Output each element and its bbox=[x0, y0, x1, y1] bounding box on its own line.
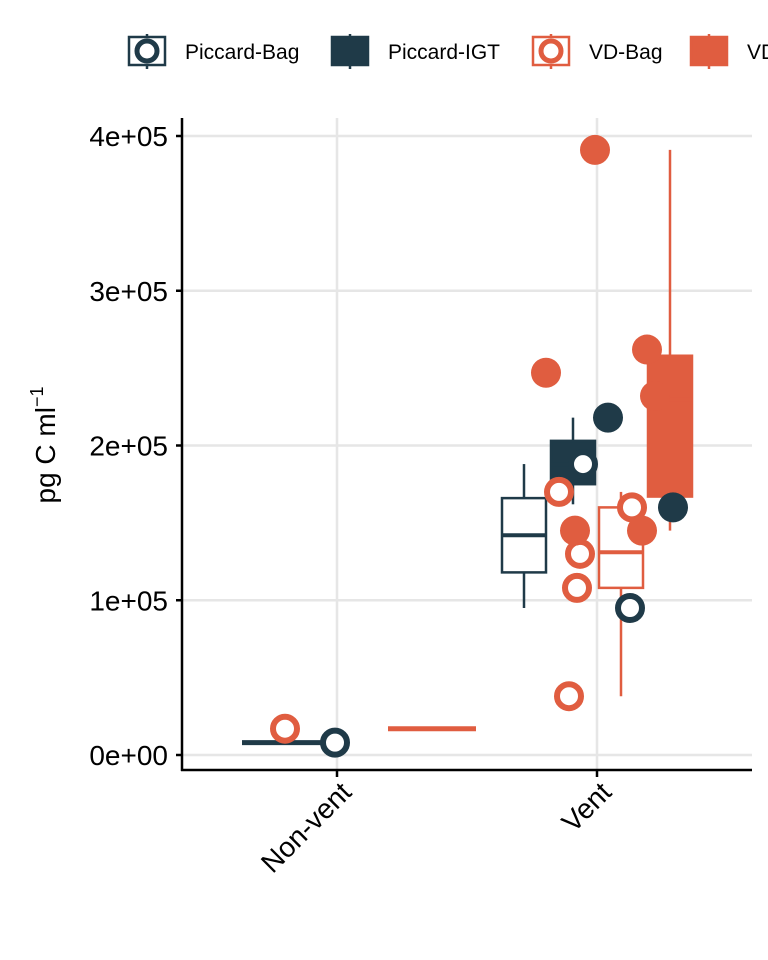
data-point bbox=[593, 402, 623, 433]
data-point bbox=[640, 380, 670, 411]
data-point bbox=[562, 572, 592, 603]
y-tick-label: 4e+05 bbox=[89, 121, 168, 152]
y-tick-label: 2e+05 bbox=[89, 431, 168, 462]
data-point bbox=[658, 492, 688, 523]
y-ticks: 0e+00 1e+05 2e+05 3e+05 4e+05 bbox=[89, 121, 182, 771]
y-tick-label: 1e+05 bbox=[89, 585, 168, 616]
y-axis-label-main: pg C ml bbox=[30, 407, 61, 503]
data-point bbox=[580, 134, 610, 165]
legend-label: VD-Bag bbox=[589, 41, 663, 64]
box-layer bbox=[242, 149, 694, 746]
y-tick-label: 0e+00 bbox=[89, 740, 168, 771]
legend-key-point bbox=[538, 38, 564, 64]
legend: Piccard-Bag Piccard-IGT VD-Bag VD-IGT bbox=[127, 34, 768, 69]
y-axis-label: pg C ml−1 bbox=[27, 387, 61, 504]
data-point bbox=[565, 538, 595, 569]
data-point bbox=[320, 727, 350, 758]
data-point bbox=[544, 476, 574, 507]
data-point bbox=[554, 681, 584, 712]
data-point bbox=[632, 334, 662, 365]
box bbox=[646, 354, 694, 498]
data-point bbox=[615, 592, 645, 623]
data-point bbox=[531, 357, 561, 388]
data-point bbox=[627, 515, 657, 546]
legend-label: Piccard-Bag bbox=[185, 41, 299, 64]
data-point bbox=[568, 449, 598, 480]
y-tick-label: 3e+05 bbox=[89, 276, 168, 307]
y-axis-label-exponent: −1 bbox=[27, 387, 47, 408]
legend-label: Piccard-IGT bbox=[388, 41, 500, 64]
legend-key-point bbox=[134, 38, 160, 64]
legend-key-point bbox=[337, 38, 363, 64]
legend-label: VD-IGT bbox=[747, 41, 768, 64]
data-point bbox=[270, 713, 300, 744]
x-tick-label: Vent bbox=[556, 776, 618, 838]
x-tick-label: Non-vent bbox=[255, 776, 357, 878]
data-point bbox=[617, 492, 647, 523]
point-layer bbox=[270, 134, 688, 758]
legend-key-point bbox=[696, 38, 722, 64]
x-ticks: Non-vent Vent bbox=[255, 770, 617, 879]
grid-lines bbox=[182, 118, 752, 770]
data-point bbox=[560, 515, 590, 546]
